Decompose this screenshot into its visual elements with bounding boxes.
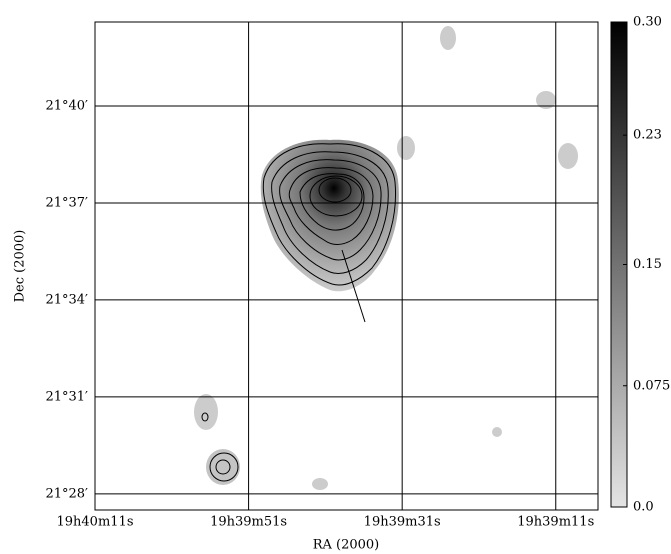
- contour: [299, 173, 365, 231]
- y-tick-label: 21°34′: [45, 292, 88, 307]
- emission-patch: [312, 478, 328, 490]
- plot-frame: [94, 21, 599, 511]
- emission-patch: [492, 427, 502, 437]
- colorbar-tick-label: 0.075: [633, 378, 670, 393]
- y-tick-label: 21°37′: [45, 195, 88, 210]
- emission-patch: [194, 394, 218, 430]
- contour: [279, 159, 382, 261]
- x-tick-label: 19h39m51s: [210, 515, 287, 530]
- emission-patch: [397, 136, 415, 160]
- colorbar-tick-label: 0.15: [633, 257, 662, 272]
- x-tick-label: 19h39m31s: [364, 515, 441, 530]
- contour: [318, 177, 352, 203]
- contour: [309, 175, 363, 217]
- emission-patch: [440, 26, 456, 50]
- x-axis-label: RA (2000): [313, 538, 380, 553]
- y-axis-label: Dec (2000): [13, 230, 28, 303]
- annotation-line: [341, 249, 366, 323]
- grid: [94, 22, 598, 510]
- colorbar-tick-label: 0.0: [633, 500, 654, 515]
- contour: [209, 452, 239, 482]
- contour: [262, 143, 397, 286]
- y-tick-label: 21°28′: [45, 486, 88, 501]
- y-tick-label: 21°31′: [45, 389, 88, 404]
- x-tick-label: 19h39m11s: [517, 515, 594, 530]
- emission-patch: [206, 449, 240, 485]
- contour: [201, 412, 209, 422]
- contour: [271, 151, 389, 274]
- contour: [215, 459, 231, 475]
- y-tick-label: 21°40′: [45, 99, 88, 114]
- emission-patch: [536, 91, 556, 109]
- colorbar-tick-label: 0.30: [633, 15, 662, 30]
- contour: [288, 167, 374, 245]
- colorbar-tick-label: 0.23: [633, 128, 662, 143]
- image: [95, 22, 598, 510]
- x-tick-label: 19h40m11s: [57, 515, 134, 530]
- emission-patch: [558, 143, 578, 169]
